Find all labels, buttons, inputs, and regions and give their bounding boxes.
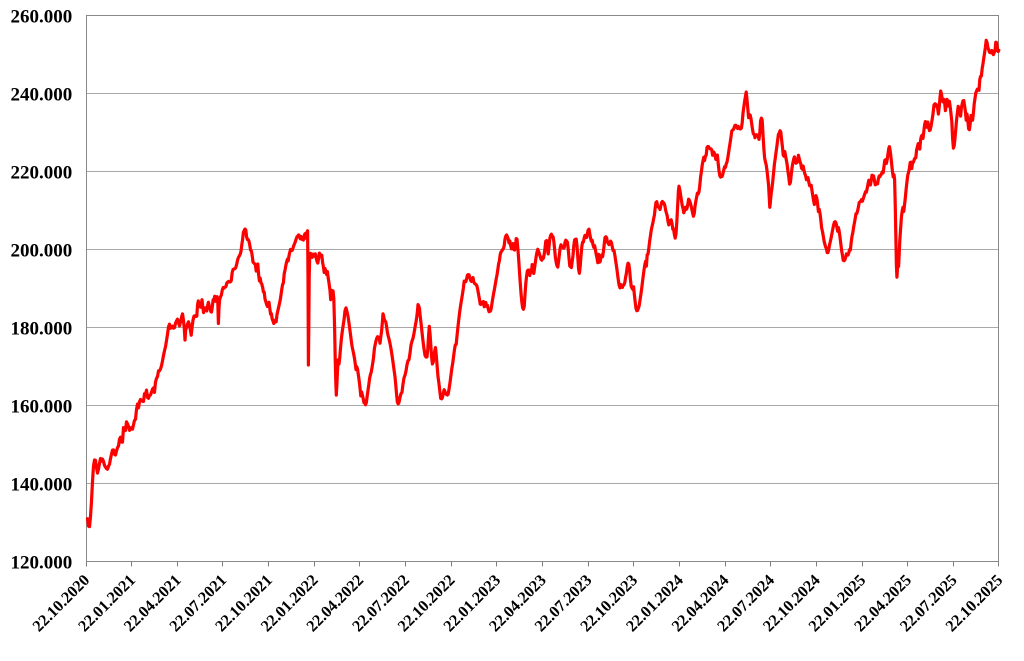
svg-text:140.000: 140.000 xyxy=(11,475,73,496)
svg-text:200.000: 200.000 xyxy=(11,241,73,262)
svg-text:180.000: 180.000 xyxy=(11,319,73,340)
svg-text:120.000: 120.000 xyxy=(11,553,73,574)
svg-text:240.000: 240.000 xyxy=(11,85,73,106)
svg-text:160.000: 160.000 xyxy=(11,397,73,418)
svg-text:220.000: 220.000 xyxy=(11,163,73,184)
svg-text:260.000: 260.000 xyxy=(11,7,73,28)
